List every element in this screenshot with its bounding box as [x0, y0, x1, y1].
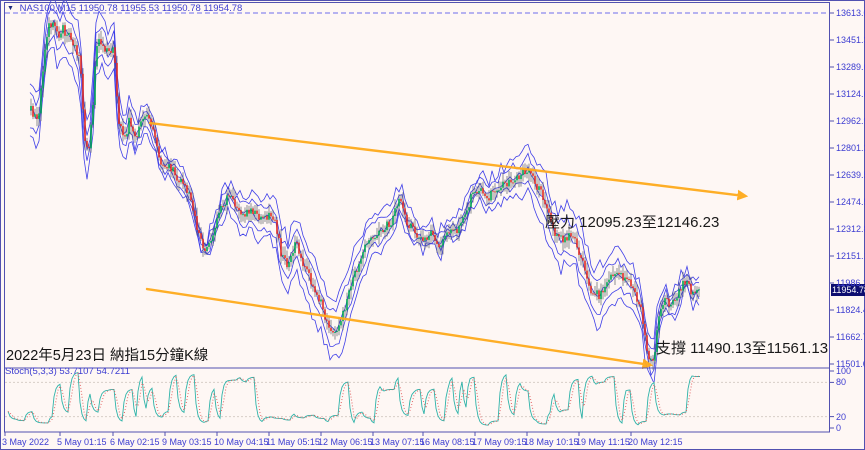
time-tick-label: 3 May 2022: [2, 437, 50, 447]
resistance-annotation[interactable]: 壓力 12095.23至12146.23: [545, 214, 720, 231]
price-tick-label: 13124.60: [836, 89, 865, 99]
time-tick-label: 17 May 09:15: [472, 437, 527, 447]
time-tick-label: 19 May 11:15: [576, 437, 630, 447]
time-tick-label: 20 May 12:15: [628, 437, 683, 447]
time-tick-label: 5 May 01:15: [57, 437, 107, 447]
lower-channel-trendline[interactable]: [145, 287, 654, 370]
time-tick-label: 12 May 06:15: [318, 437, 373, 447]
price-tick-label: 12312.80: [836, 224, 865, 234]
stoch-scale-label: 100: [836, 366, 852, 376]
current-price-badge: 11954.78: [831, 283, 865, 296]
support-annotation[interactable]: 支撐 11490.13至11561.13: [656, 340, 829, 357]
time-tick-label: 16 May 08:15: [420, 437, 475, 447]
time-tick-label: 6 May 02:15: [110, 437, 160, 447]
chart-caption: 2022年5月23日 納指15分鐘K線: [6, 348, 209, 364]
time-tick-label: 11 May 05:15: [266, 437, 320, 447]
price-tick-label: 12639.50: [836, 170, 865, 180]
stoch-scale-label: 0: [836, 423, 842, 433]
upper-channel-trendline[interactable]: [148, 121, 749, 201]
time-tick-label: 18 May 10:15: [524, 437, 579, 447]
price-tick-label: 11662.70: [836, 332, 865, 342]
stoch-scale-label: 20: [836, 411, 847, 422]
price-tick-label: 12801.20: [836, 143, 865, 153]
time-tick-label: 9 May 03:15: [162, 437, 212, 447]
price-tick-label: 11501.00: [836, 359, 865, 369]
price-tick-label: 11824.40: [836, 305, 865, 315]
stoch-values: 53.7107 54.7211: [59, 366, 131, 377]
stochastic-lines: [7, 372, 701, 426]
bollinger-bands: [29, 0, 700, 385]
time-tick-label: 13 May 07:15: [370, 437, 425, 447]
symbol-dropdown-icon[interactable]: ▼: [7, 5, 14, 12]
price-tick-label: 11986.10: [836, 278, 865, 288]
price-tick-label: 12151.10: [836, 251, 865, 261]
symbol-ohlc-line: ▼ NAS100,M15 11950.78 11955.53 11950.78 …: [7, 3, 242, 14]
price-tick-label: 13289.60: [836, 62, 865, 72]
candlesticks: [30, 17, 700, 370]
stoch-indicator-label: Stoch(5,3,3) 53.7107 54.7211: [5, 366, 130, 377]
price-tick-label: 12962.90: [836, 116, 865, 126]
price-tick-label: 13451.30: [836, 35, 865, 45]
time-tick-label: 10 May 04:15: [214, 437, 269, 447]
symbol-label: NAS100,M15: [19, 3, 77, 14]
stoch-name: Stoch(5,3,3): [5, 366, 57, 377]
price-tick-label: 13613.00: [836, 8, 865, 18]
ohlc-values: 11950.78 11955.53 11950.78 11954.78: [78, 3, 243, 14]
price-tick-label: 12474.50: [836, 197, 865, 207]
stoch-scale-label: 80: [836, 377, 847, 388]
